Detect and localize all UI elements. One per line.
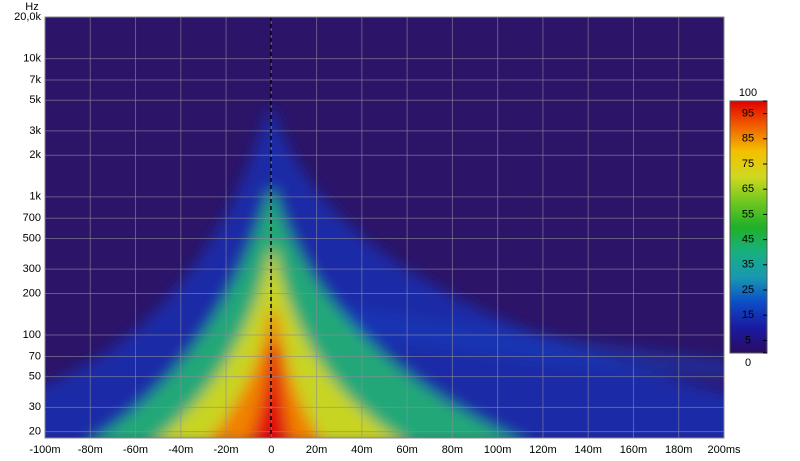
x-tick-label: 160m (620, 444, 648, 456)
plot-frame (44, 16, 725, 439)
x-tick-label: 20m (306, 444, 327, 456)
y-tick-label: 10k (23, 53, 41, 65)
x-tick-label: 140m (574, 444, 602, 456)
x-tick-label: 120m (529, 444, 557, 456)
colorbar-tick-label: 65 (742, 183, 754, 195)
x-tick-label: -100m (29, 444, 60, 456)
x-tick-label: 0 (268, 444, 274, 456)
y-tick-label: 20 (29, 426, 41, 438)
x-tick-label: 80m (442, 444, 463, 456)
colorbar-tick-label: 35 (742, 259, 754, 271)
y-tick-label: 20,0k (14, 11, 41, 23)
colorbar-tick-label: 75 (742, 158, 754, 170)
x-tick-label: 180m (665, 444, 693, 456)
y-tick-label: 300 (23, 263, 41, 275)
y-tick-label: 200 (23, 287, 41, 299)
x-tick-label: 100m (484, 444, 512, 456)
x-tick-label: -40m (168, 444, 193, 456)
colorbar-tick-label: 5 (745, 334, 751, 346)
y-tick-label: 700 (23, 212, 41, 224)
colorbar (729, 100, 768, 354)
y-tick-label: 3k (29, 125, 41, 137)
y-tick-label: 100 (23, 329, 41, 341)
colorbar-tick-label: 100 (739, 87, 757, 99)
x-tick-label: 60m (396, 444, 417, 456)
x-tick-label: 40m (351, 444, 372, 456)
colorbar-tick-label: 85 (742, 133, 754, 145)
colorbar-tick-label: 25 (742, 284, 754, 296)
y-tick-label: 7k (29, 74, 41, 86)
y-axis-label: Hz (25, 1, 38, 13)
x-tick-label: -20m (214, 444, 239, 456)
colorbar-tick-label: 95 (742, 108, 754, 120)
x-tick-label: -80m (78, 444, 103, 456)
y-tick-label: 2k (29, 149, 41, 161)
y-tick-label: 5k (29, 94, 41, 106)
x-tick-label: 200ms (707, 444, 741, 456)
x-tick-label: -60m (123, 444, 148, 456)
y-tick-label: 500 (23, 232, 41, 244)
colorbar-tick-label: 55 (742, 208, 754, 220)
y-tick-label: 50 (29, 371, 41, 383)
y-tick-label: 30 (29, 401, 41, 413)
y-tick-label: 1k (29, 191, 41, 203)
colorbar-tick-label: 15 (742, 309, 754, 321)
colorbar-tick-label: 0 (745, 357, 751, 369)
colorbar-tick-label: 45 (742, 234, 754, 246)
y-tick-label: 70 (29, 350, 41, 362)
